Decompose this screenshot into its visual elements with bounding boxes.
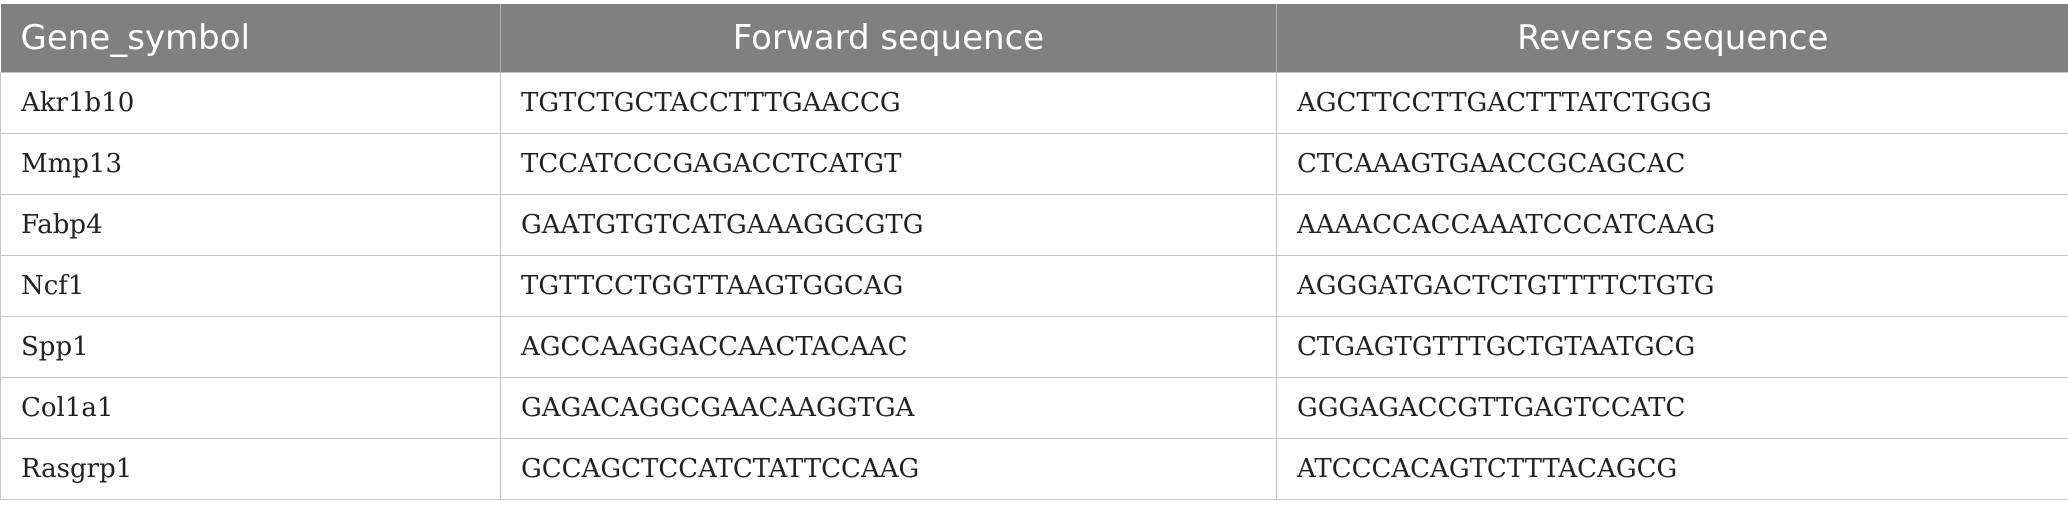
header-gene-symbol: Gene_symbol xyxy=(0,4,501,72)
forward-sequence-cell: TGTTCCTGGTTAAGTGGCAG xyxy=(500,254,1277,317)
table-row: Spp1 AGCCAAGGACCAACTACAAC CTGAGTGTTTGCTG… xyxy=(0,315,2068,378)
table-row: Rasgrp1 GCCAGCTCCATCTATTCCAAG ATCCCACAGT… xyxy=(0,437,2068,500)
reverse-sequence-cell: CTGAGTGTTTGCTGTAATGCG xyxy=(1276,315,2068,378)
table-header: Gene_symbol Forward sequence Reverse seq… xyxy=(0,4,2068,72)
table-row: Mmp13 TCCATCCCGAGACCTCATGT CTCAAAGTGAACC… xyxy=(0,132,2068,195)
reverse-sequence-cell: AGGGATGACTCTGTTTTCTGTG xyxy=(1276,254,2068,317)
reverse-sequence-cell: GGGAGACCGTTGAGTCCATC xyxy=(1276,376,2068,439)
reverse-sequence-cell: CTCAAAGTGAACCGCAGCAC xyxy=(1276,132,2068,195)
forward-sequence-cell: AGCCAAGGACCAACTACAAC xyxy=(500,315,1277,378)
forward-sequence-cell: TGTCTGCTACCTTTGAACCG xyxy=(500,71,1277,134)
gene-symbol-cell: Rasgrp1 xyxy=(0,437,501,500)
reverse-sequence-cell: ATCCCACAGTCTTTACAGCG xyxy=(1276,437,2068,500)
forward-sequence-cell: GAATGTGTCATGAAAGGCGTG xyxy=(500,193,1277,256)
header-reverse-sequence: Reverse sequence xyxy=(1276,4,2068,72)
forward-sequence-cell: TCCATCCCGAGACCTCATGT xyxy=(500,132,1277,195)
gene-symbol-cell: Ncf1 xyxy=(0,254,501,317)
reverse-sequence-cell: AGCTTCCTTGACTTTATCTGGG xyxy=(1276,71,2068,134)
gene-symbol-cell: Col1a1 xyxy=(0,376,501,439)
gene-symbol-cell: Mmp13 xyxy=(0,132,501,195)
forward-sequence-cell: GCCAGCTCCATCTATTCCAAG xyxy=(500,437,1277,500)
header-row: Gene_symbol Forward sequence Reverse seq… xyxy=(0,4,2068,72)
table-body: Akr1b10 TGTCTGCTACCTTTGAACCG AGCTTCCTTGA… xyxy=(0,71,2068,500)
reverse-sequence-cell: AAAACCACCAAATCCCATCAAG xyxy=(1276,193,2068,256)
table-row: Fabp4 GAATGTGTCATGAAAGGCGTG AAAACCACCAAA… xyxy=(0,193,2068,256)
forward-sequence-cell: GAGACAGGCGAACAAGGTGA xyxy=(500,376,1277,439)
primer-table-container: Gene_symbol Forward sequence Reverse seq… xyxy=(0,4,2068,500)
gene-symbol-cell: Spp1 xyxy=(0,315,501,378)
table-row: Akr1b10 TGTCTGCTACCTTTGAACCG AGCTTCCTTGA… xyxy=(0,71,2068,134)
primer-table: Gene_symbol Forward sequence Reverse seq… xyxy=(0,4,2068,500)
gene-symbol-cell: Akr1b10 xyxy=(0,71,501,134)
header-forward-sequence: Forward sequence xyxy=(500,4,1277,72)
table-row: Ncf1 TGTTCCTGGTTAAGTGGCAG AGGGATGACTCTGT… xyxy=(0,254,2068,317)
gene-symbol-cell: Fabp4 xyxy=(0,193,501,256)
table-row: Col1a1 GAGACAGGCGAACAAGGTGA GGGAGACCGTTG… xyxy=(0,376,2068,439)
